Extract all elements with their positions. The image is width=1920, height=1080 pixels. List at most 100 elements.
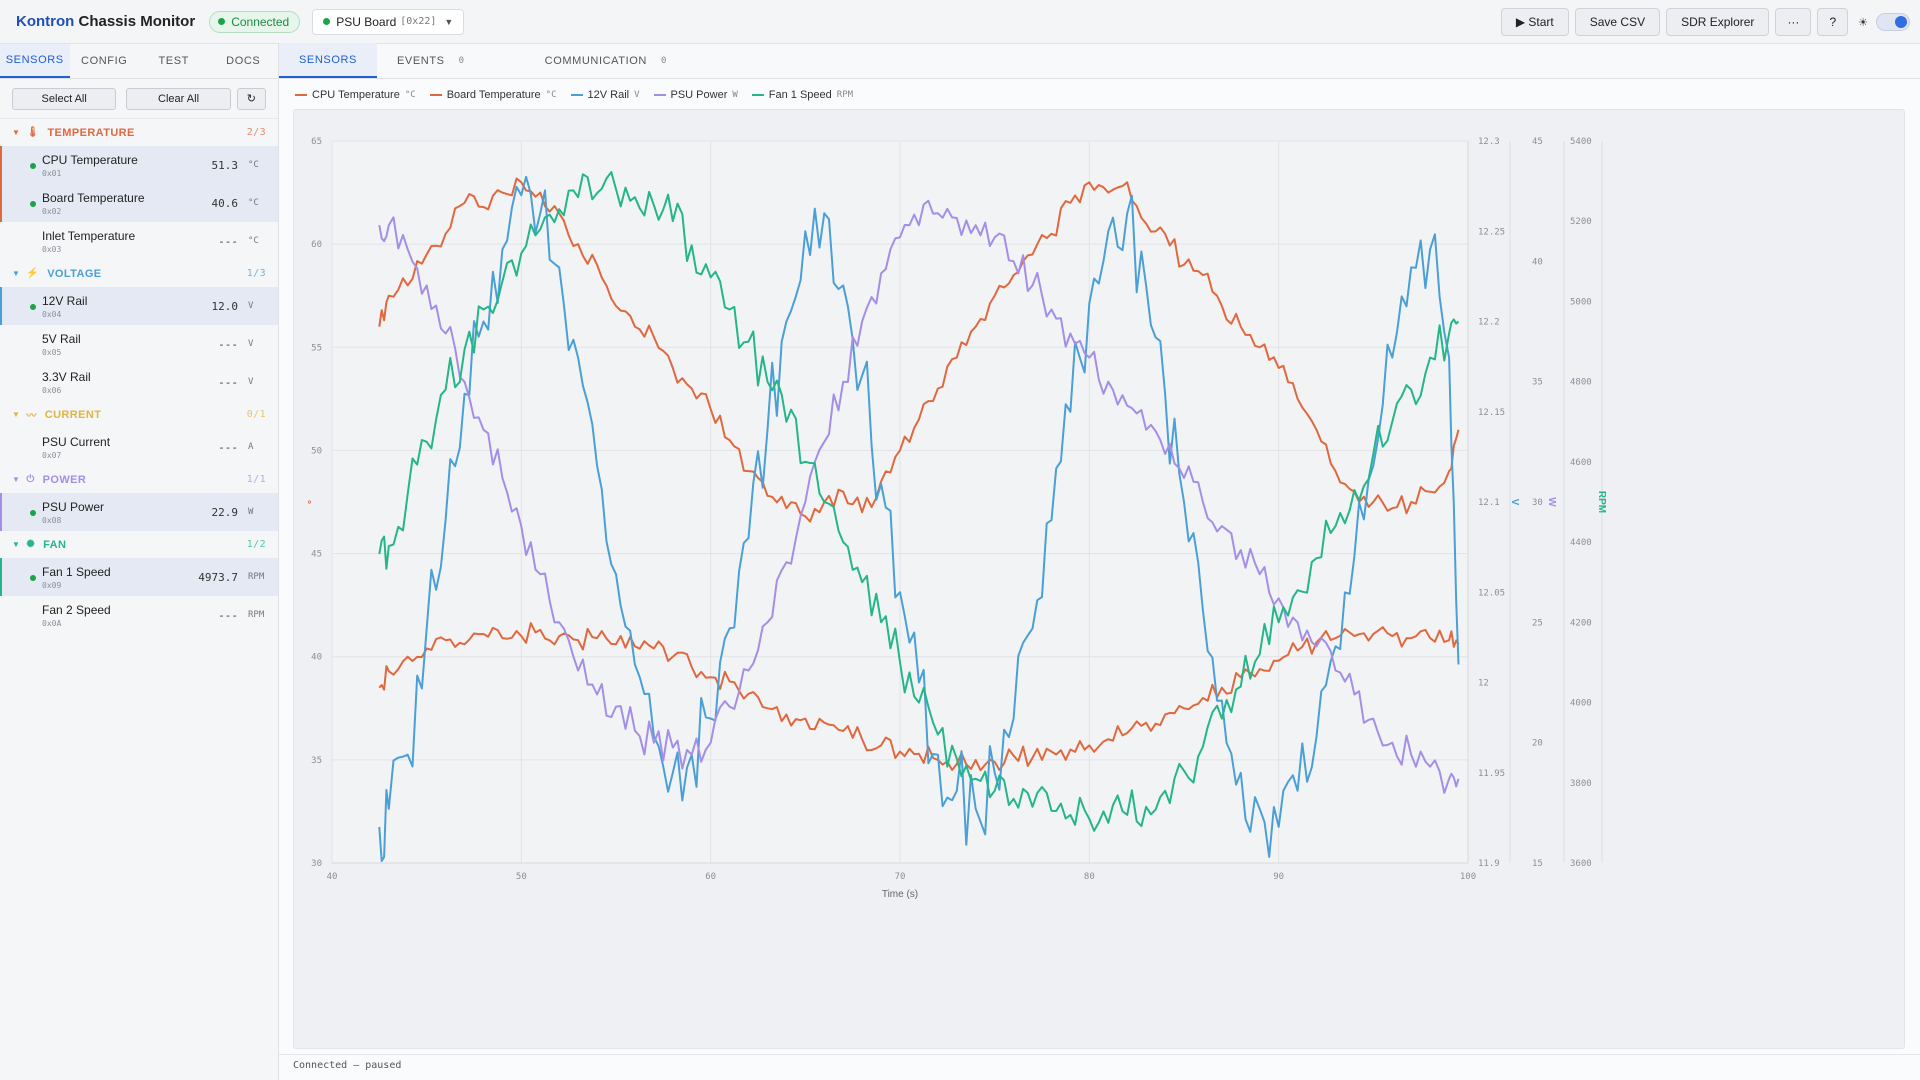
sensor-row[interactable]: 5V Rail 0x05 --- V: [0, 325, 278, 363]
y-tick-label-volt: 11.95: [1478, 769, 1505, 779]
start-button[interactable]: ▶ Start: [1500, 8, 1569, 36]
sensor-unit: V: [248, 339, 254, 349]
sensor-unit: V: [248, 377, 254, 387]
sensor-text: Fan 1 Speed 0x09: [42, 565, 111, 590]
sensor-name: 3.3V Rail: [42, 369, 91, 384]
help-button[interactable]: ?: [1817, 8, 1849, 36]
sensor-name: 12V Rail: [42, 293, 88, 308]
clear-all-button[interactable]: Clear All: [126, 87, 231, 110]
y-tick-label-temp: 50: [311, 446, 322, 456]
board-name: PSU Board: [336, 14, 397, 29]
brand-secondary: Chassis Monitor: [78, 13, 196, 30]
sensor-text: CPU Temperature 0x01: [42, 153, 138, 178]
sensor-name: CPU Temperature: [42, 152, 138, 167]
sensor-name: Board Temperature: [42, 190, 145, 205]
sensor-code: 0x08: [42, 515, 62, 525]
select-all-button[interactable]: Select All: [12, 87, 117, 110]
legend-item[interactable]: Fan 1 Speed RPM: [751, 89, 853, 101]
tab-communication[interactable]: COMMUNICATION 0: [485, 43, 715, 78]
y-tick-label-rpm: 4200: [1570, 618, 1592, 628]
sensor-row[interactable]: PSU Current 0x07 --- A: [0, 428, 278, 466]
sensor-row[interactable]: Board Temperature 0x02 40.6 °C: [0, 184, 278, 222]
sensor-value: 4973.7: [198, 570, 238, 584]
sensor-name: 5V Rail: [42, 331, 81, 346]
more-options-button[interactable]: ···: [1775, 8, 1812, 36]
legend-label: Board Temperature: [446, 89, 541, 101]
connection-status-text: Connected: [231, 14, 290, 29]
sensor-row[interactable]: 3.3V Rail 0x06 --- V: [0, 363, 278, 401]
sidebar-tab-test[interactable]: TEST: [158, 55, 189, 67]
series-line-psu-power: [378, 199, 1460, 794]
active-dot-icon: [30, 510, 36, 516]
save-csv-button[interactable]: Save CSV: [1574, 8, 1661, 36]
header-bar: Kontron Chassis Monitor Connected PSU Bo…: [0, 0, 1920, 44]
legend-item[interactable]: 12V Rail V: [570, 89, 640, 101]
chevron-down-icon: ▼: [444, 16, 454, 27]
sensor-name: Fan 1 Speed: [42, 564, 111, 579]
footer-divider: [279, 1054, 1920, 1055]
legend-item[interactable]: Board Temperature °C: [429, 89, 557, 101]
legend-swatch: [751, 94, 764, 96]
sensor-code: 0x04: [42, 309, 62, 319]
tab-label: EVENTS: [397, 54, 445, 67]
sensor-row[interactable]: PSU Power 0x08 22.9 W: [0, 493, 278, 531]
sidebar-tab-docs[interactable]: DOCS: [226, 55, 261, 67]
x-tick-label: 70: [895, 872, 906, 882]
sensor-group-current[interactable]: ▼ 〰 CURRENT 0/1: [0, 401, 278, 428]
sensor-row[interactable]: Fan 2 Speed 0x0A --- RPM: [0, 596, 278, 634]
sensor-row[interactable]: Inlet Temperature 0x03 --- °C: [0, 222, 278, 260]
fan-icon: ✺: [26, 539, 36, 550]
chevron-down-icon: ▼: [12, 410, 21, 419]
tab-events[interactable]: EVENTS 0: [377, 43, 485, 78]
legend-unit: W: [732, 90, 738, 100]
y-tick-label-temp: 35: [311, 756, 322, 766]
sensor-unit: RPM: [248, 610, 265, 620]
y-tick-label-temp: 30: [311, 859, 322, 869]
y-axis-unit-temp: °: [301, 500, 312, 504]
y-tick-label-volt: 12.1: [1478, 498, 1500, 508]
sensor-unit: °C: [248, 236, 259, 246]
footer-status: Connected — paused: [293, 1060, 402, 1071]
sensor-group-fan[interactable]: ▼ ✺ FAN 1/2: [0, 531, 278, 558]
y-tick-label-rpm: 4800: [1570, 378, 1592, 388]
sensor-group-power[interactable]: ▼ ⏻ POWER 1/1: [0, 466, 278, 493]
sdr-explorer-button[interactable]: SDR Explorer: [1666, 8, 1770, 36]
group-name: VOLTAGE: [47, 267, 102, 280]
sensor-text: Fan 2 Speed 0x0A: [42, 603, 111, 628]
sensor-chart: 40 50 60 70 80 90 100 30 35 40 45 50 55 60 65 ° 11.9 11.9…: [301, 137, 1607, 900]
board-code: [0x22]: [400, 16, 437, 27]
sensor-unit: RPM: [248, 572, 265, 582]
legend-swatch: [570, 94, 583, 96]
group-count: 1/2: [246, 539, 266, 550]
tab-sensors[interactable]: SENSORS: [279, 43, 377, 78]
legend-item[interactable]: CPU Temperature °C: [295, 89, 416, 101]
active-dot-icon: [30, 575, 36, 581]
sensor-code: 0x01: [42, 168, 62, 178]
chart-legend: CPU Temperature °C Board Temperature °C 12V …: [295, 89, 867, 101]
y-tick-label-temp: 60: [311, 240, 322, 250]
sidebar-tab-sensors[interactable]: SENSORS: [0, 44, 70, 78]
y-tick-label-power: 30: [1532, 498, 1543, 508]
y-tick-label-volt: 12.25: [1478, 227, 1505, 237]
sensor-text: Board Temperature 0x02: [42, 191, 145, 216]
theme-toggle[interactable]: [1876, 13, 1910, 31]
y-tick-label-power: 15: [1532, 859, 1543, 869]
sidebar-tab-config[interactable]: CONFIG: [81, 55, 128, 67]
refresh-button[interactable]: ↻: [236, 87, 267, 110]
header-actions: ▶ Start Save CSV SDR Explorer ··· ? ☀: [1495, 8, 1910, 36]
sensor-group-voltage[interactable]: ▼ ⚡ VOLTAGE 1/3: [0, 260, 278, 287]
legend-item[interactable]: PSU Power W: [653, 89, 738, 101]
sensor-row[interactable]: 12V Rail 0x04 12.0 V: [0, 287, 278, 325]
legend-label: PSU Power: [670, 89, 728, 101]
legend-label: CPU Temperature: [312, 89, 400, 101]
sensor-row[interactable]: Fan 1 Speed 0x09 4973.7 RPM: [0, 558, 278, 596]
legend-unit: °C: [545, 90, 557, 100]
x-tick-label: 50: [516, 872, 527, 882]
sensor-row[interactable]: CPU Temperature 0x01 51.3 °C: [0, 146, 278, 184]
sensor-code: 0x02: [42, 206, 62, 216]
chevron-down-icon: ▼: [12, 540, 21, 549]
sensor-text: 12V Rail 0x04: [42, 294, 87, 319]
sensor-group-temperature[interactable]: ▼ 🌡 TEMPERATURE 2/3: [0, 119, 278, 146]
board-selector[interactable]: PSU Board [0x22] ▼: [312, 8, 465, 35]
chart-area: 40 50 60 70 80 90 100 30 35 40 45 50 55 60 65 ° 11.9 11.9…: [293, 109, 1905, 1049]
